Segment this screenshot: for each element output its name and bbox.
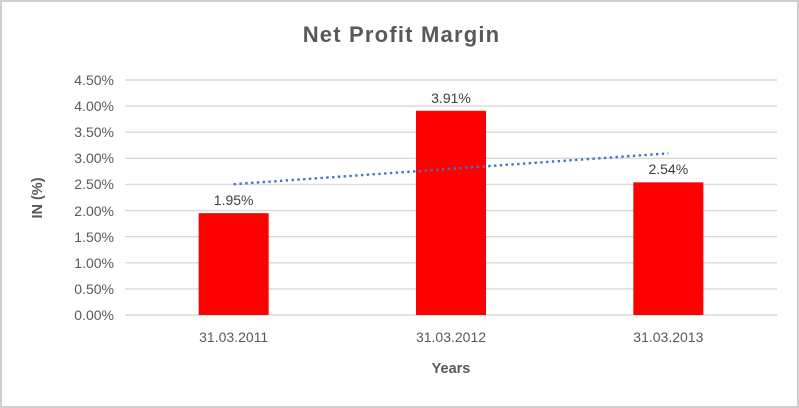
bar-data-label: 1.95% (213, 192, 254, 209)
y-axis-tick-label: 4.00% (74, 98, 114, 115)
chart-title: Net Profit Margin (302, 22, 501, 47)
y-axis-tick-label: 2.50% (74, 176, 114, 193)
x-axis-tick-label: 31.03.2011 (199, 329, 269, 345)
x-axis-tick-label: 31.03.2012 (415, 329, 487, 345)
bar-31.03.2012 (416, 110, 486, 315)
y-axis-tick-label: 1.50% (74, 228, 114, 245)
y-axis-tick-label: 3.00% (74, 150, 114, 167)
y-axis-tick-label: 3.50% (74, 124, 114, 141)
bar-data-label: 3.91% (431, 89, 471, 106)
y-axis-tick-label: 4.50% (74, 72, 114, 88)
x-axis-title: Years (431, 361, 471, 377)
y-axis-tick-label: 0.50% (74, 280, 114, 297)
x-axis-tick-label: 31.03.2013 (633, 329, 704, 345)
y-axis-tick-label: 2.00% (74, 202, 114, 219)
bar-data-label: 2.54% (648, 161, 689, 178)
y-axis-tick-label: 1.00% (74, 254, 114, 271)
bar-31.03.2013 (633, 182, 704, 315)
bar-31.03.2011 (198, 213, 269, 315)
y-axis-title: IN (%) (30, 177, 46, 219)
y-axis-tick-label: 0.00% (74, 307, 114, 323)
